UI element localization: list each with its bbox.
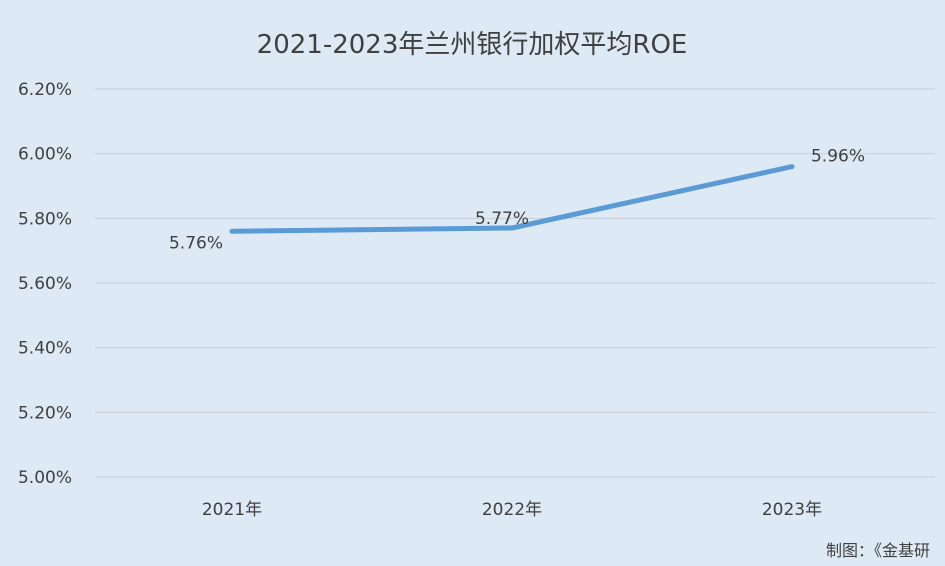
series-line	[229, 164, 795, 234]
y-tick-label: 5.60%	[18, 274, 72, 294]
data-label: 5.96%	[811, 147, 865, 167]
y-tick-label: 5.20%	[18, 403, 72, 423]
x-tick-label: 2022年	[482, 500, 542, 520]
x-axis-tick-labels: 2021年 2022年 2023年	[202, 500, 822, 520]
gridlines	[95, 88, 935, 478]
data-label: 5.76%	[169, 233, 223, 253]
series-layer	[229, 164, 795, 234]
y-tick-label: 6.00%	[18, 145, 72, 165]
x-tick-label: 2021年	[202, 500, 262, 520]
y-tick-label: 6.20%	[18, 80, 72, 100]
y-tick-label: 5.80%	[18, 209, 72, 229]
x-tick-label: 2023年	[762, 500, 822, 520]
y-tick-label: 5.00%	[18, 468, 72, 488]
y-tick-label: 5.40%	[18, 339, 72, 359]
credit-text: 制图：《金基研	[826, 541, 930, 560]
data-label: 5.77%	[475, 209, 529, 229]
data-labels: 5.76% 5.77% 5.96%	[169, 147, 865, 254]
chart-title: 2021-2023年兰州银行加权平均ROE	[257, 30, 688, 60]
y-axis-tick-labels: 5.00% 5.20% 5.40% 5.60% 5.80% 6.00% 6.20%	[18, 80, 72, 488]
